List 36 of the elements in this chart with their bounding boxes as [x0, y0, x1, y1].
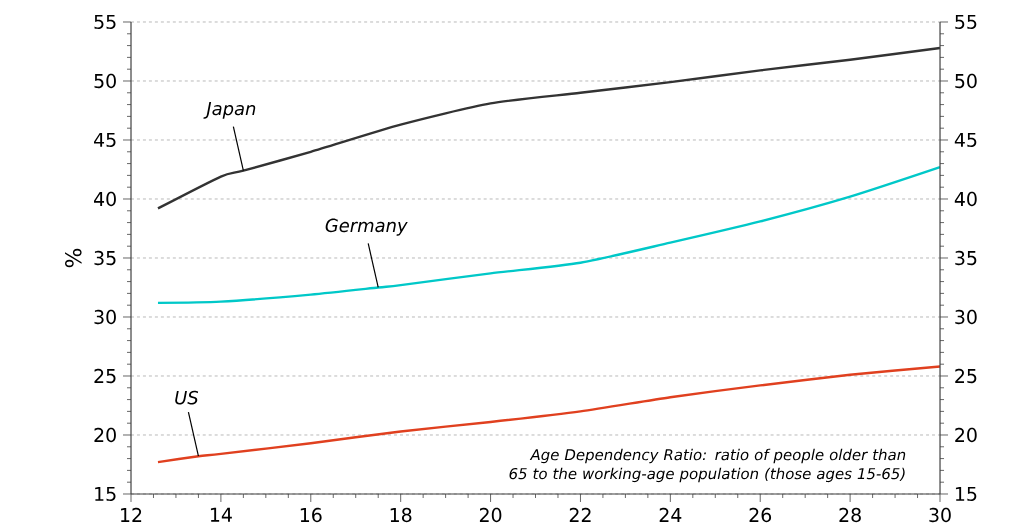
y-tick-label: 40: [94, 191, 116, 207]
y2-tick-label: 45: [954, 133, 977, 148]
text: Germany: [325, 218, 408, 236]
y2-tick-label: 50: [955, 73, 977, 89]
y2-tick-label: 35: [955, 250, 977, 266]
x-tick-label: 12: [121, 507, 142, 522]
annotation: Age Dependency Ratio: ratio of people older than 65 to the working-age population (those ages 15-65): [509, 448, 906, 483]
y-tick-label: 25: [94, 368, 116, 384]
line-series: [156, 46, 942, 210]
y2-tick-label: 20: [955, 427, 977, 443]
y2-tick-label: 55: [955, 15, 977, 30]
x-tick-label: 18: [390, 507, 412, 523]
line-series: [156, 166, 942, 305]
y-tick-label: 30: [94, 309, 116, 325]
x-tick-label: 26: [749, 507, 772, 523]
y2-tick-label: 15: [955, 487, 977, 502]
y2-tick-label: 40: [954, 191, 977, 207]
y-tick-label: 20: [94, 427, 116, 443]
x-tick-label: 30: [929, 507, 951, 523]
x-tick-label: 24: [659, 507, 682, 522]
y2-tick-label: 25: [955, 368, 977, 384]
y-tick-label: 45: [94, 133, 116, 148]
line-series: [156, 365, 942, 464]
x-tick-label: 14: [210, 507, 232, 522]
text: US: [175, 390, 199, 405]
x-tick-label: 16: [300, 507, 322, 523]
y2-tick-label: 30: [955, 309, 977, 325]
y-tick-label: 35: [94, 250, 116, 266]
x-tick-label: 22: [569, 507, 591, 522]
x-tick-label: 20: [479, 507, 502, 523]
y-tick-label: 55: [94, 15, 116, 30]
y-tick-label: 15: [95, 487, 116, 502]
y-tick-label: 50: [94, 73, 116, 89]
text: Japan: [203, 102, 256, 119]
y-axis-title: %: [65, 248, 82, 268]
x-tick-label: 28: [839, 507, 861, 523]
